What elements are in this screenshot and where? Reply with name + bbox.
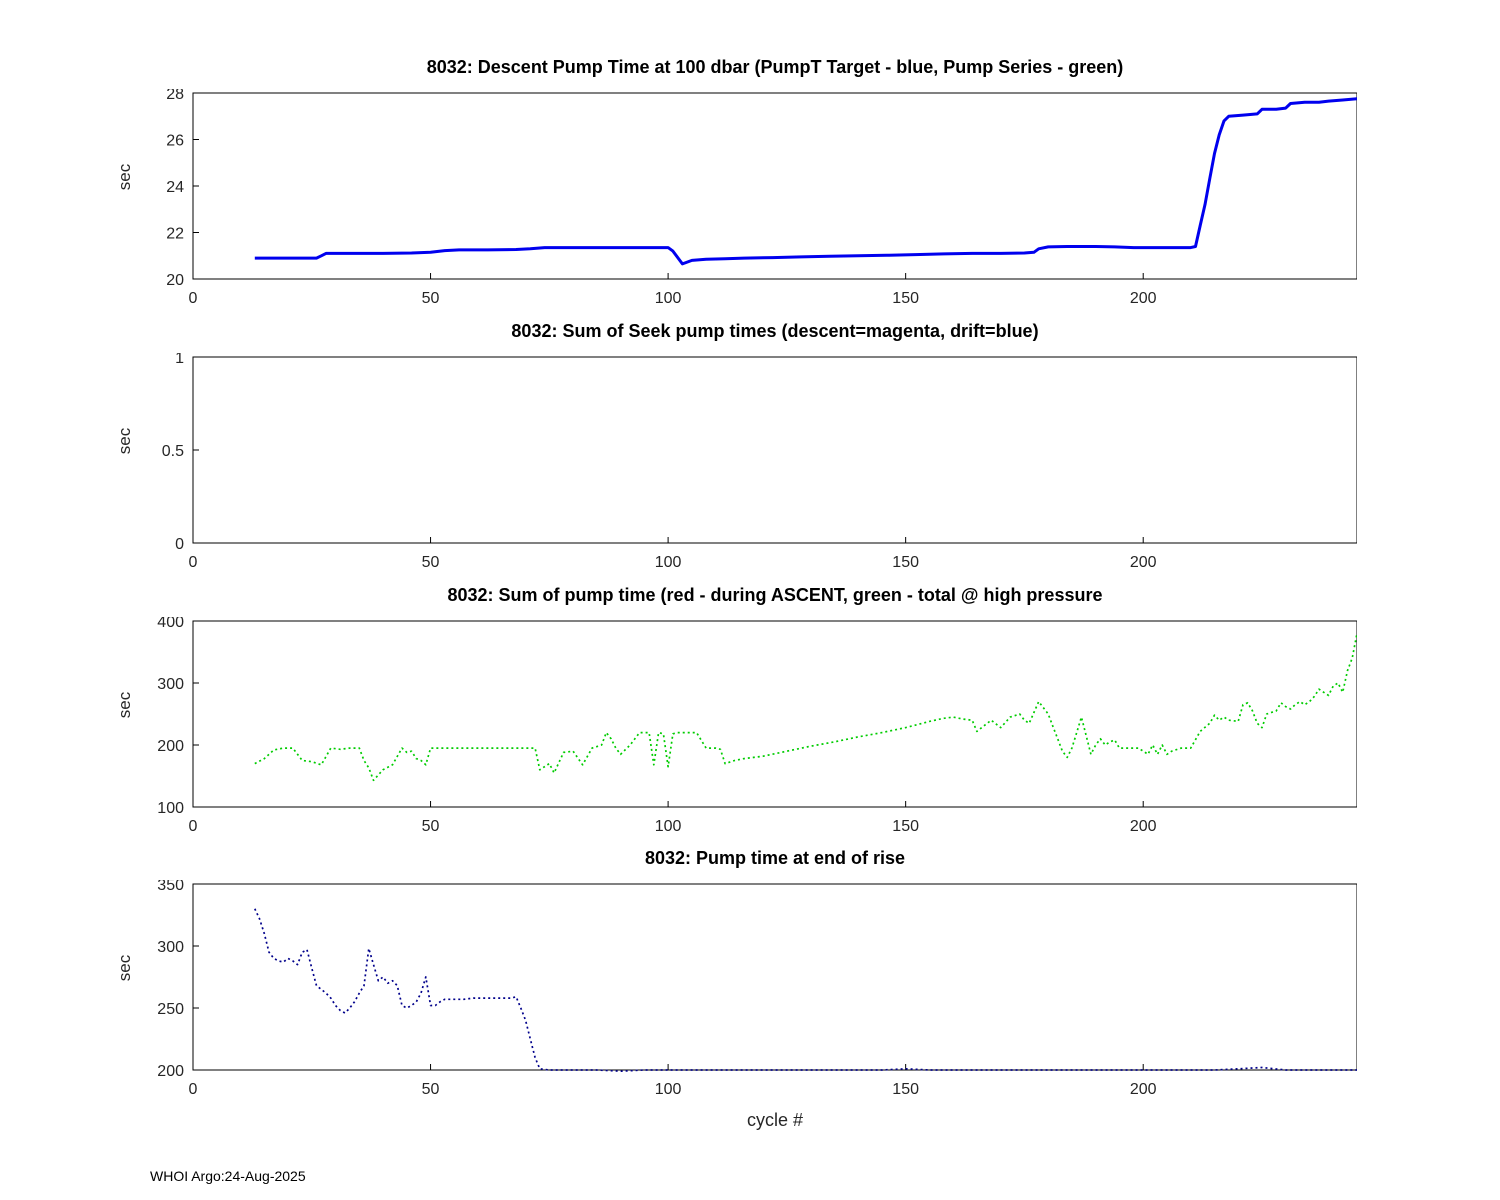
plot-area: 0 50 100 150 200 200 250 300 350: [157, 880, 1357, 1098]
subplot-seek-pump-times: 8032: Sum of Seek pump times (descent=ma…: [115, 321, 1357, 581]
plot-area: 0 50 100 150 200 100 200 300 400: [157, 617, 1357, 835]
svg-text:100: 100: [655, 818, 682, 835]
y-axis-label: sec: [115, 954, 134, 982]
svg-text:1: 1: [175, 353, 184, 367]
svg-text:250: 250: [157, 1001, 184, 1018]
svg-text:0: 0: [175, 536, 184, 553]
chart-title: 8032: Pump time at end of rise: [644, 848, 906, 868]
chart-title: 8032: Sum of pump time (red - during ASC…: [447, 585, 1103, 605]
subplot-descent-pump-time: 8032: Descent Pump Time at 100 dbar (Pum…: [115, 57, 1357, 317]
svg-text:150: 150: [892, 554, 919, 571]
svg-text:0: 0: [189, 554, 198, 571]
svg-text:20: 20: [166, 272, 184, 289]
svg-text:200: 200: [1130, 554, 1157, 571]
svg-text:100: 100: [655, 1081, 682, 1098]
svg-text:0: 0: [189, 290, 198, 307]
svg-text:150: 150: [892, 290, 919, 307]
subplot-pump-time-end-of-rise: 8032: Pump time at end of rise sec 0 50 10…: [115, 848, 1357, 1130]
svg-text:200: 200: [1130, 290, 1157, 307]
y-axis-label: sec: [115, 427, 134, 455]
x-axis-label: cycle #: [746, 1110, 804, 1130]
svg-text:24: 24: [166, 179, 184, 196]
plot-area: 0 50 100 150 200 0 0.5 1: [162, 353, 1357, 571]
svg-text:0: 0: [189, 1081, 198, 1098]
svg-text:200: 200: [1130, 818, 1157, 835]
svg-text:28: 28: [166, 89, 184, 103]
chart-title: 8032: Sum of Seek pump times (descent=ma…: [511, 321, 1039, 341]
svg-text:100: 100: [655, 290, 682, 307]
svg-text:300: 300: [157, 939, 184, 956]
svg-text:100: 100: [157, 800, 184, 817]
svg-text:150: 150: [892, 1081, 919, 1098]
svg-text:200: 200: [157, 1063, 184, 1080]
footer-annotation: WHOI Argo:24-Aug-2025: [150, 1168, 306, 1184]
svg-text:200: 200: [1130, 1081, 1157, 1098]
svg-text:0: 0: [189, 818, 198, 835]
svg-text:0.5: 0.5: [162, 443, 184, 460]
plot-area: 0 50 100 150 200 20 22 24 26 28: [166, 89, 1357, 307]
svg-text:350: 350: [157, 880, 184, 894]
svg-text:400: 400: [157, 617, 184, 631]
svg-text:100: 100: [655, 554, 682, 571]
svg-text:50: 50: [422, 818, 440, 835]
svg-text:26: 26: [166, 133, 184, 150]
svg-text:150: 150: [892, 818, 919, 835]
svg-text:50: 50: [422, 1081, 440, 1098]
svg-text:22: 22: [166, 226, 184, 243]
y-axis-label: sec: [115, 163, 134, 191]
svg-text:200: 200: [157, 738, 184, 755]
subplot-sum-pump-time: 8032: Sum of pump time (red - during ASC…: [115, 585, 1357, 845]
svg-text:50: 50: [422, 554, 440, 571]
svg-text:50: 50: [422, 290, 440, 307]
chart-title: 8032: Descent Pump Time at 100 dbar (Pum…: [426, 57, 1124, 77]
y-axis-label: sec: [115, 691, 134, 719]
svg-text:300: 300: [157, 676, 184, 693]
